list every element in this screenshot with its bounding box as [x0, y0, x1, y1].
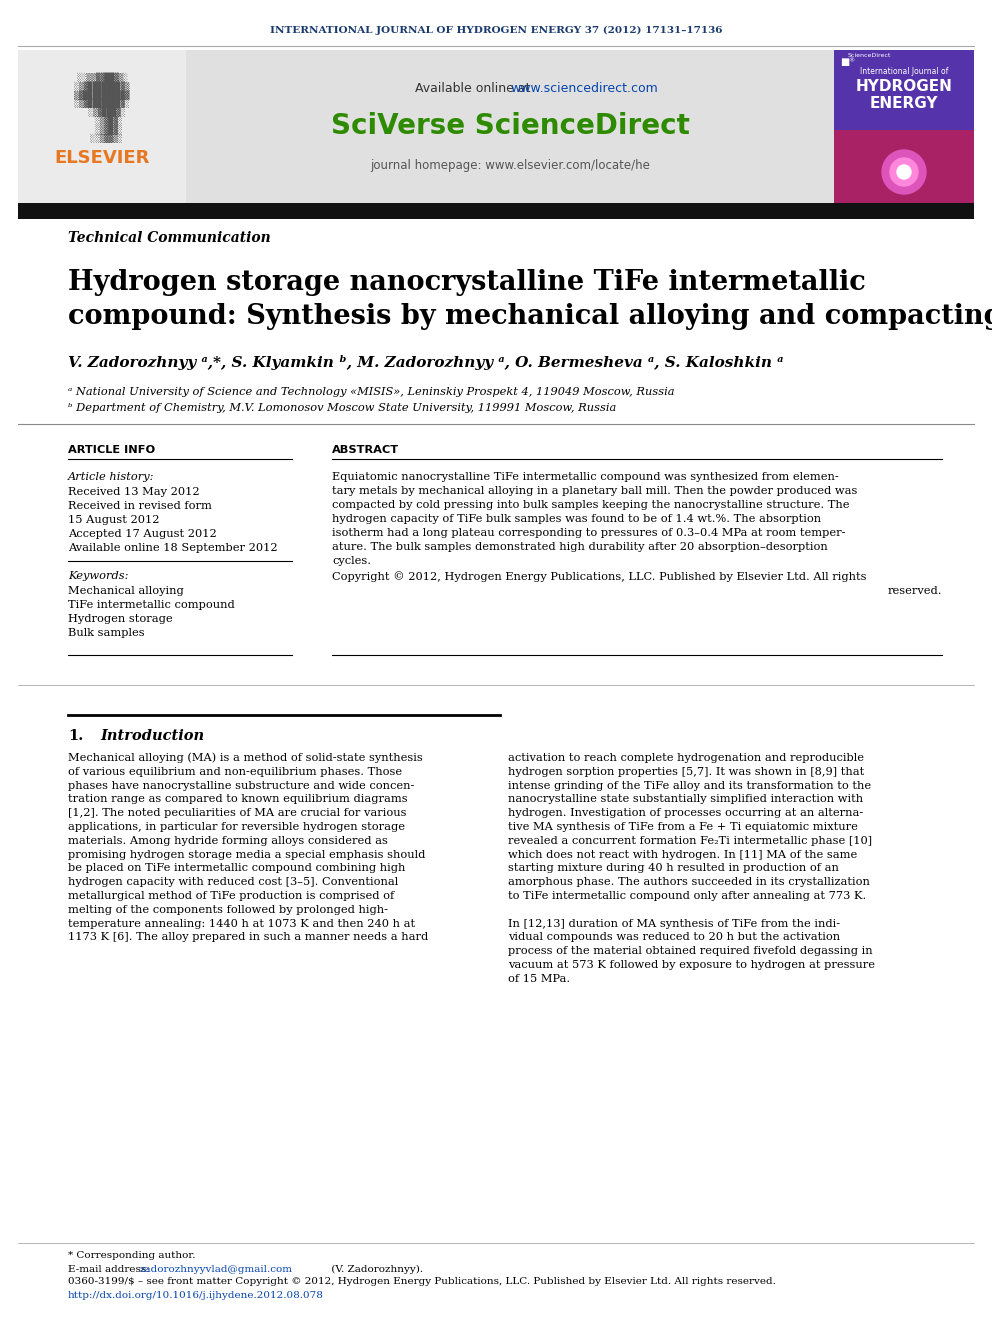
Text: 1.: 1.	[68, 729, 83, 744]
Text: metallurgical method of TiFe production is comprised of: metallurgical method of TiFe production …	[68, 890, 394, 901]
Text: ARTICLE INFO: ARTICLE INFO	[68, 445, 156, 455]
Text: process of the material obtained required fivefold degassing in: process of the material obtained require…	[508, 946, 873, 957]
Text: SciVerse ScienceDirect: SciVerse ScienceDirect	[330, 112, 689, 140]
Text: compacted by cold pressing into bulk samples keeping the nanocrystalline structu: compacted by cold pressing into bulk sam…	[332, 500, 849, 509]
Text: Equiatomic nanocrystalline TiFe intermetallic compound was synthesized from elem: Equiatomic nanocrystalline TiFe intermet…	[332, 472, 839, 482]
Text: Bulk samples: Bulk samples	[68, 628, 145, 638]
Bar	[18, 50, 186, 202]
Text: of 15 MPa.: of 15 MPa.	[508, 974, 570, 984]
Bar	[18, 202, 974, 220]
Text: 0360-3199/$ – see front matter Copyright © 2012, Hydrogen Energy Publications, L: 0360-3199/$ – see front matter Copyright…	[68, 1278, 776, 1286]
Text: ■: ■	[840, 57, 849, 67]
Text: In [12,13] duration of MA synthesis of TiFe from the indi-: In [12,13] duration of MA synthesis of T…	[508, 918, 840, 929]
Bar	[834, 50, 974, 202]
Text: phases have nanocrystalline substructure and wide concen-: phases have nanocrystalline substructure…	[68, 781, 415, 791]
Text: International Journal of: International Journal of	[860, 67, 948, 77]
Text: applications, in particular for reversible hydrogen storage: applications, in particular for reversib…	[68, 822, 405, 832]
Text: isotherm had a long plateau corresponding to pressures of 0.3–0.4 MPa at room te: isotherm had a long plateau correspondin…	[332, 528, 845, 538]
Text: ABSTRACT: ABSTRACT	[332, 445, 399, 455]
Text: ELSEVIER: ELSEVIER	[55, 149, 150, 167]
Text: hydrogen. Investigation of processes occurring at an alterna-: hydrogen. Investigation of processes occ…	[508, 808, 863, 818]
Text: http://dx.doi.org/10.1016/j.ijhydene.2012.08.078: http://dx.doi.org/10.1016/j.ijhydene.201…	[68, 1290, 323, 1299]
Text: revealed a concurrent formation Fe₂Ti intermetallic phase [10]: revealed a concurrent formation Fe₂Ti in…	[508, 836, 872, 845]
Text: TiFe intermetallic compound: TiFe intermetallic compound	[68, 601, 235, 610]
Text: ░░▒▒▓▓██▓▒░
░▒▓███████▓▒
▒▓█████████▓
░▒▓███████▓░
  ░▒▓███▓░
   ░▒▓█▓░
   ░▒▓█▓: ░░▒▒▓▓██▓▒░ ░▒▓███████▓▒ ▒▓█████████▓ ░▒…	[74, 73, 130, 143]
Text: temperature annealing: 1440 h at 1073 K and then 240 h at: temperature annealing: 1440 h at 1073 K …	[68, 918, 415, 929]
Text: Available online at: Available online at	[415, 82, 535, 94]
Text: hydrogen capacity with reduced cost [3–5]. Conventional: hydrogen capacity with reduced cost [3–5…	[68, 877, 398, 888]
Text: ᵇ Department of Chemistry, M.V. Lomonosov Moscow State University, 119991 Moscow: ᵇ Department of Chemistry, M.V. Lomonoso…	[68, 404, 616, 413]
Text: which does not react with hydrogen. In [11] MA of the same: which does not react with hydrogen. In […	[508, 849, 857, 860]
Text: Mechanical alloying: Mechanical alloying	[68, 586, 184, 595]
Text: be placed on TiFe intermetallic compound combining high: be placed on TiFe intermetallic compound…	[68, 864, 406, 873]
Text: tration range as compared to known equilibrium diagrams: tration range as compared to known equil…	[68, 794, 408, 804]
Circle shape	[897, 165, 911, 179]
Text: zadorozhnyyvlad@gmail.com: zadorozhnyyvlad@gmail.com	[140, 1265, 293, 1274]
Text: ᵃ National University of Science and Technology «MISIS», Leninskiy Prospekt 4, 1: ᵃ National University of Science and Tec…	[68, 388, 675, 397]
Text: intense grinding of the TiFe alloy and its transformation to the: intense grinding of the TiFe alloy and i…	[508, 781, 871, 791]
Circle shape	[882, 149, 926, 194]
Text: vacuum at 573 K followed by exposure to hydrogen at pressure: vacuum at 573 K followed by exposure to …	[508, 960, 875, 970]
Text: cycles.: cycles.	[332, 556, 371, 566]
Text: hydrogen sorption properties [5,7]. It was shown in [8,9] that: hydrogen sorption properties [5,7]. It w…	[508, 767, 864, 777]
Text: compound: Synthesis by mechanical alloying and compacting: compound: Synthesis by mechanical alloyi…	[68, 303, 992, 329]
Bar	[186, 50, 834, 202]
Text: Received in revised form: Received in revised form	[68, 501, 212, 511]
Text: starting mixture during 40 h resulted in production of an: starting mixture during 40 h resulted in…	[508, 864, 839, 873]
Bar	[834, 130, 974, 202]
Text: tary metals by mechanical alloying in a planetary ball mill. Then the powder pro: tary metals by mechanical alloying in a …	[332, 486, 857, 496]
Text: HYDROGEN
ENERGY: HYDROGEN ENERGY	[855, 79, 952, 111]
Text: vidual compounds was reduced to 20 h but the activation: vidual compounds was reduced to 20 h but…	[508, 933, 840, 942]
Text: Hydrogen storage nanocrystalline TiFe intermetallic: Hydrogen storage nanocrystalline TiFe in…	[68, 269, 866, 295]
Text: tive MA synthesis of TiFe from a Fe + Ti equiatomic mixture: tive MA synthesis of TiFe from a Fe + Ti…	[508, 822, 858, 832]
Text: Copyright © 2012, Hydrogen Energy Publications, LLC. Published by Elsevier Ltd. : Copyright © 2012, Hydrogen Energy Public…	[332, 572, 866, 582]
Text: E-mail address:: E-mail address:	[68, 1265, 153, 1274]
Text: of various equilibrium and non-equilibrium phases. Those: of various equilibrium and non-equilibri…	[68, 767, 402, 777]
Text: Hydrogen storage: Hydrogen storage	[68, 614, 173, 624]
Text: V. Zadorozhnyy ᵃ,*, S. Klyamkin ᵇ, M. Zadorozhnyy ᵃ, O. Bermesheva ᵃ, S. Kaloshk: V. Zadorozhnyy ᵃ,*, S. Klyamkin ᵇ, M. Za…	[68, 356, 784, 370]
Text: promising hydrogen storage media a special emphasis should: promising hydrogen storage media a speci…	[68, 849, 426, 860]
Text: www.sciencedirect.com: www.sciencedirect.com	[510, 82, 658, 94]
Text: hydrogen capacity of TiFe bulk samples was found to be of 1.4 wt.%. The absorpti: hydrogen capacity of TiFe bulk samples w…	[332, 515, 821, 524]
Text: journal homepage: www.elsevier.com/locate/he: journal homepage: www.elsevier.com/locat…	[370, 159, 650, 172]
Text: nanocrystalline state substantially simplified interaction with: nanocrystalline state substantially simp…	[508, 794, 863, 804]
Text: amorphous phase. The authors succeeded in its crystallization: amorphous phase. The authors succeeded i…	[508, 877, 870, 888]
Text: activation to reach complete hydrogenation and reproducible: activation to reach complete hydrogenati…	[508, 753, 864, 763]
Text: Mechanical alloying (MA) is a method of solid-state synthesis: Mechanical alloying (MA) is a method of …	[68, 753, 423, 763]
Text: ScienceDirect
®: ScienceDirect ®	[848, 53, 892, 64]
Text: 1173 K [6]. The alloy prepared in such a manner needs a hard: 1173 K [6]. The alloy prepared in such a…	[68, 933, 429, 942]
Text: ature. The bulk samples demonstrated high durability after 20 absorption–desorpt: ature. The bulk samples demonstrated hig…	[332, 542, 827, 552]
Text: materials. Among hydride forming alloys considered as: materials. Among hydride forming alloys …	[68, 836, 388, 845]
Text: [1,2]. The noted peculiarities of MA are crucial for various: [1,2]. The noted peculiarities of MA are…	[68, 808, 407, 818]
Bar	[18, 50, 974, 202]
Text: 15 August 2012: 15 August 2012	[68, 515, 160, 525]
Text: INTERNATIONAL JOURNAL OF HYDROGEN ENERGY 37 (2012) 17131–17136: INTERNATIONAL JOURNAL OF HYDROGEN ENERGY…	[270, 25, 722, 34]
Text: reserved.: reserved.	[888, 586, 942, 595]
Circle shape	[890, 157, 918, 187]
Text: * Corresponding author.: * Corresponding author.	[68, 1252, 195, 1261]
Text: to TiFe intermetallic compound only after annealing at 773 K.: to TiFe intermetallic compound only afte…	[508, 890, 866, 901]
Text: (V. Zadorozhnyy).: (V. Zadorozhnyy).	[328, 1265, 424, 1274]
Text: Technical Communication: Technical Communication	[68, 232, 271, 245]
Text: Accepted 17 August 2012: Accepted 17 August 2012	[68, 529, 216, 538]
Text: melting of the components followed by prolonged high-: melting of the components followed by pr…	[68, 905, 388, 914]
Text: Article history:: Article history:	[68, 472, 155, 482]
Text: Available online 18 September 2012: Available online 18 September 2012	[68, 542, 278, 553]
Text: Introduction: Introduction	[100, 729, 204, 744]
Text: Keywords:: Keywords:	[68, 572, 129, 581]
Text: Received 13 May 2012: Received 13 May 2012	[68, 487, 199, 497]
